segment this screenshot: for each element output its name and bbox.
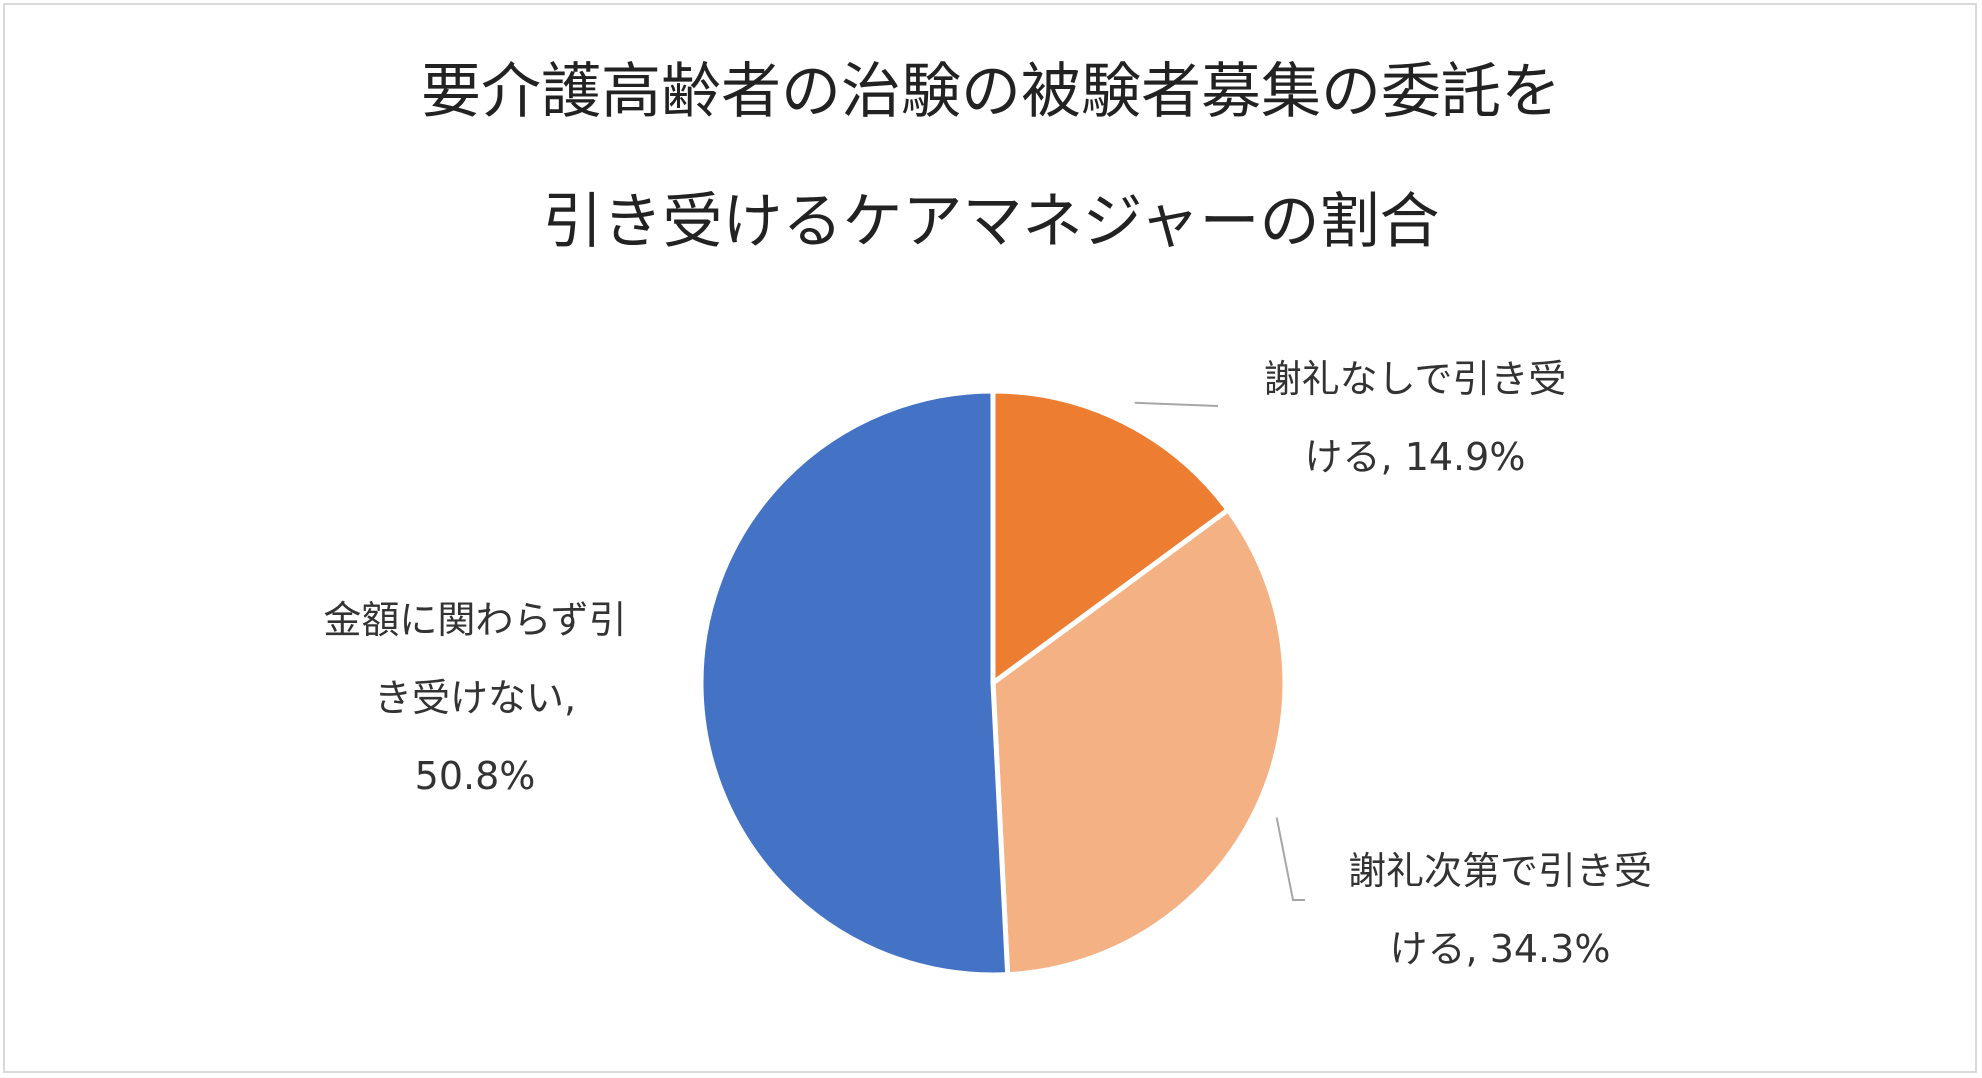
slice-label-depends-on-reward: 謝礼次第で引き受 ける, 34.3%	[1300, 832, 1700, 988]
leader-line-depends-on-reward	[1275, 817, 1305, 901]
slice-label-decline-line-3: 50.8%	[414, 754, 536, 798]
slice-label-decline-line-1: 金額に関わらず引	[323, 598, 627, 642]
pie-slice-no-reward	[990, 388, 1231, 686]
leader-line-no-reward	[1134, 401, 1219, 407]
slice-label-depends-on-reward-line-1: 謝礼次第で引き受	[1347, 849, 1652, 893]
slice-label-decline: 金額に関わらず引 き受けない, 50.8%	[275, 581, 675, 815]
chart-title-line-1: 要介護高齢者の治験の被験者募集の委託を	[421, 57, 1561, 127]
pie-slice-decline	[698, 388, 1011, 978]
slice-label-depends-on-reward-line-2: ける, 34.3%	[1389, 927, 1611, 971]
slice-label-no-reward-line-1: 謝礼なしで引き受	[1263, 357, 1567, 401]
chart-title-line-2: 引き受けるケアマネジャーの割合	[542, 187, 1440, 257]
slice-label-no-reward-line-2: ける, 14.9%	[1304, 435, 1526, 479]
pie-slice-depends-on-reward	[990, 507, 1288, 978]
slice-label-decline-line-2: き受けない,	[373, 676, 577, 720]
slice-label-no-reward: 謝礼なしで引き受 ける, 14.9%	[1215, 340, 1615, 496]
